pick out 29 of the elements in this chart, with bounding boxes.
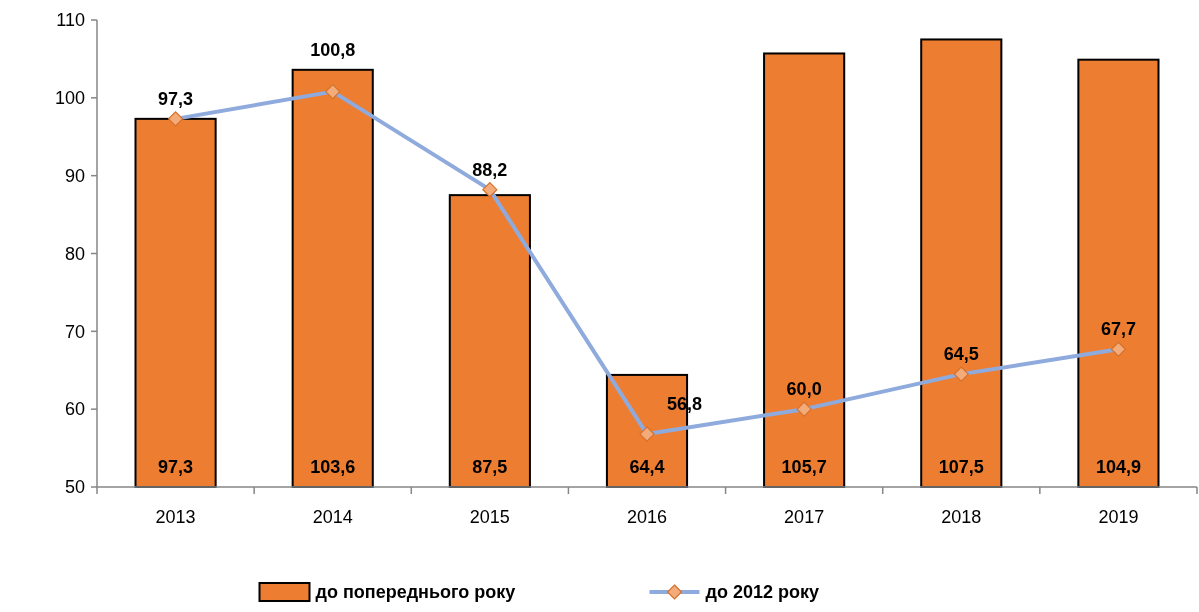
data-label: 100,8	[310, 39, 356, 60]
legend-label: до попереднього року	[315, 582, 516, 602]
legend-label: до 2012 року	[705, 582, 819, 602]
y-tick-label: 80	[64, 243, 85, 264]
data-label: 104,9	[1095, 457, 1141, 477]
x-tick-label: 2016	[626, 507, 668, 527]
data-label: 107,5	[938, 457, 984, 477]
data-label: 60,0	[786, 379, 822, 400]
data-label: 87,5	[472, 457, 508, 477]
x-tick-label: 2017	[784, 507, 825, 527]
data-label: 97,3	[158, 88, 194, 109]
x-tick-label: 2013	[155, 507, 196, 527]
data-label: 67,7	[1100, 319, 1136, 340]
y-tick-label: 90	[64, 165, 85, 186]
data-label: 88,2	[472, 159, 508, 180]
x-tick-label: 2018	[941, 507, 982, 527]
y-tick-label: 110	[56, 10, 85, 31]
data-label: 64,5	[943, 344, 979, 365]
y-tick-label: 70	[64, 321, 85, 342]
data-label: 103,6	[310, 457, 356, 477]
data-label: 97,3	[158, 457, 194, 477]
data-label: 64,4	[629, 457, 665, 477]
y-tick-label: 100	[54, 88, 85, 109]
x-tick-label: 2019	[1098, 507, 1139, 527]
y-tick-label: 50	[64, 477, 85, 498]
y-tick-label: 60	[64, 399, 85, 420]
x-tick-label: 2014	[312, 507, 353, 527]
x-tick-label: 2015	[469, 507, 510, 527]
data-label: 105,7	[781, 457, 827, 477]
